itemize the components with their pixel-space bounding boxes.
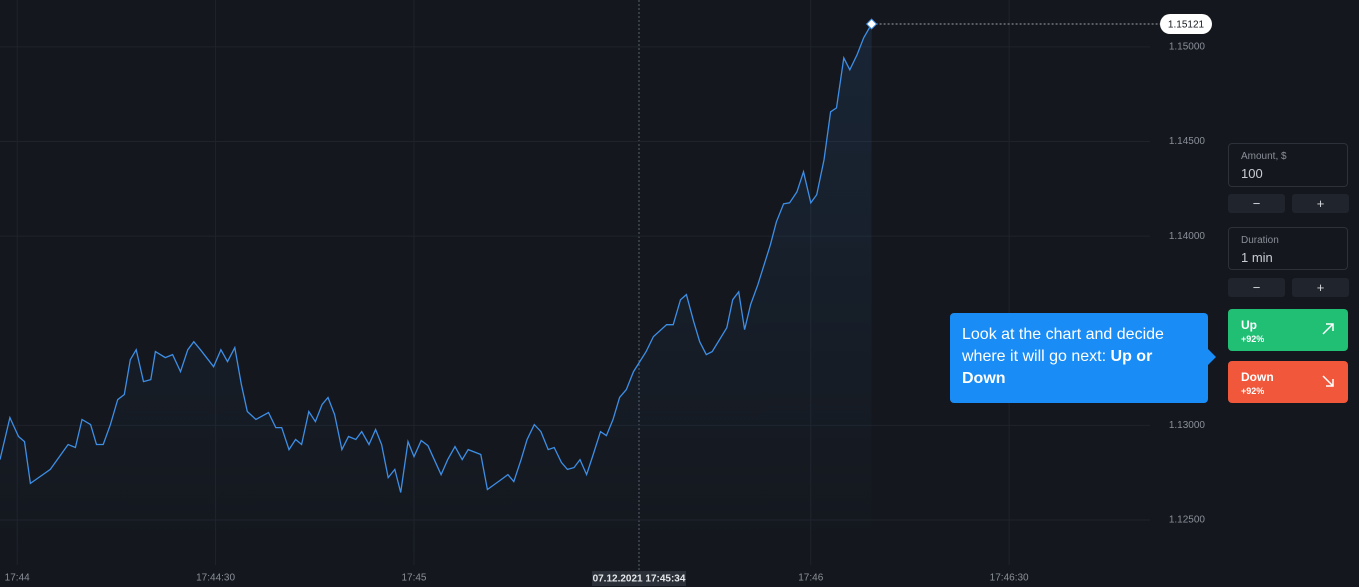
amount-plus[interactable]: + [1292, 194, 1349, 213]
tooltip-emphasis: Up or Down [962, 348, 1153, 387]
amount-label: Amount, $ [1241, 151, 1287, 162]
duration-label: Duration [1241, 235, 1279, 246]
price-badge [1160, 14, 1212, 35]
crosshair-badge [592, 571, 686, 586]
price-badge-label: 1.15121 [1168, 20, 1205, 31]
duration-plus[interactable]: + [1292, 278, 1349, 297]
price-line [0, 23, 873, 493]
duration-field[interactable]: Duration 1 min [1228, 227, 1348, 270]
x-tick-label: 17:46 [798, 573, 823, 584]
y-tick-label: 1.15000 [1169, 42, 1206, 53]
up-button[interactable]: Up +92% [1228, 309, 1348, 351]
y-tick-label: 1.12500 [1169, 515, 1206, 526]
crosshair-label: 07.12.2021 17:45:34 [593, 574, 686, 585]
area [0, 24, 872, 565]
tooltip: Look at the chart and decide where it wi… [950, 313, 1216, 403]
down-arrow [1322, 375, 1334, 387]
down-label: Down [1241, 370, 1274, 384]
y-tick-label: 1.13000 [1169, 420, 1206, 431]
up-arrow [1322, 323, 1334, 335]
amount-value: 100 [1241, 166, 1263, 181]
duration-minus[interactable]: − [1228, 278, 1285, 297]
down-button[interactable]: Down +92% [1228, 361, 1348, 403]
x-tick-label: 17:44:30 [196, 573, 235, 584]
down-payout: +92% [1241, 386, 1265, 396]
x-tick-label: 17:45 [401, 573, 426, 584]
end-point [865, 18, 878, 30]
x-tick-label: 17:46:30 [990, 573, 1029, 584]
y-tick-label: 1.14000 [1169, 231, 1206, 242]
y-tick-label: 1.14500 [1169, 136, 1206, 147]
up-payout: +92% [1241, 334, 1265, 344]
amount-field[interactable]: Amount, $ 100 [1228, 143, 1348, 187]
duration-value: 1 min [1241, 250, 1273, 265]
x-tick-label: 17:44 [5, 573, 30, 584]
up-label: Up [1241, 318, 1257, 332]
tooltip-text: Look at the chart and decide where it wi… [962, 326, 1164, 365]
amount-minus[interactable]: − [1228, 194, 1285, 213]
